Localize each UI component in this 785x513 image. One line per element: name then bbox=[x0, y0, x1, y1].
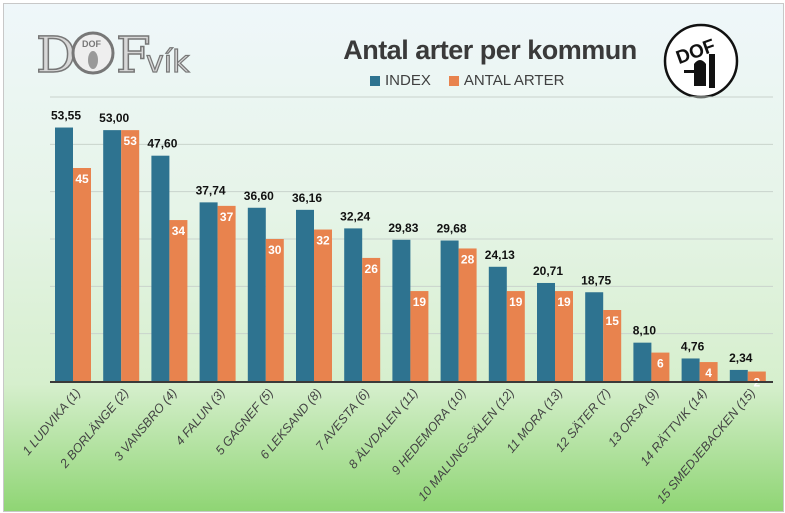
bar-index bbox=[344, 228, 363, 381]
data-label-antal: 15 bbox=[606, 314, 620, 328]
data-label-index: 47,60 bbox=[147, 137, 177, 151]
bar-antal bbox=[73, 168, 91, 381]
bar-index bbox=[440, 240, 459, 381]
data-label-antal: 19 bbox=[413, 295, 427, 309]
legend-item-antal: ANTAL ARTER bbox=[448, 72, 565, 89]
bar-antal bbox=[169, 220, 188, 381]
bar-index bbox=[633, 342, 652, 381]
data-label-antal: 19 bbox=[557, 295, 571, 309]
data-label-antal: 37 bbox=[220, 210, 234, 224]
bar-index bbox=[488, 266, 507, 381]
legend-swatch-index bbox=[370, 75, 380, 86]
bar-index bbox=[55, 127, 73, 381]
bar-index bbox=[103, 130, 122, 381]
data-label-antal: 32 bbox=[316, 234, 330, 248]
data-label-antal: 34 bbox=[172, 224, 186, 238]
data-label-index: 2,34 bbox=[729, 351, 753, 365]
data-label-antal: 53 bbox=[124, 134, 138, 148]
data-label-index: 18,75 bbox=[581, 273, 611, 287]
data-label-antal: 30 bbox=[268, 243, 282, 257]
legend-swatch-antal bbox=[448, 75, 459, 86]
bar-antal bbox=[314, 229, 332, 381]
x-tick-label: 4 FALUN (3) bbox=[173, 386, 228, 448]
bar-antal bbox=[265, 239, 284, 381]
data-label-index: 29,68 bbox=[437, 222, 467, 236]
data-label-antal: 4 bbox=[705, 366, 712, 380]
data-label-antal: 19 bbox=[509, 295, 523, 309]
bar-antal bbox=[458, 248, 477, 381]
svg-text:F: F bbox=[116, 26, 151, 81]
bar-antal bbox=[506, 291, 525, 381]
data-label-index: 29,83 bbox=[388, 221, 418, 235]
x-tick-label: 10 MALUNG-SÄLEN (12) bbox=[415, 386, 517, 504]
chart-title: Antal arter per kommun bbox=[343, 35, 637, 65]
data-label-antal: 26 bbox=[365, 262, 379, 276]
data-label-index: 32,24 bbox=[340, 209, 370, 223]
bar-antal bbox=[747, 371, 766, 381]
data-label-index: 36,16 bbox=[292, 191, 322, 205]
data-label-index: 24,13 bbox=[485, 248, 515, 262]
data-label-index: 37,74 bbox=[196, 183, 226, 197]
bar-antal bbox=[410, 291, 429, 381]
bar-index bbox=[537, 282, 555, 381]
bar-index bbox=[151, 155, 170, 381]
data-label-index: 8,10 bbox=[633, 324, 657, 338]
bar-antal bbox=[121, 130, 140, 381]
legend-item-index: INDEX bbox=[370, 72, 431, 89]
bar-index bbox=[247, 207, 266, 381]
bar-index bbox=[392, 239, 411, 381]
data-label-index: 53,55 bbox=[51, 109, 81, 123]
bar-index bbox=[585, 292, 604, 381]
bar-antal bbox=[699, 362, 718, 381]
legend-label-index: INDEX bbox=[385, 72, 431, 89]
data-label-antal: 6 bbox=[657, 357, 664, 371]
x-tick-label: 15 SMEDJEBACKEN (15) bbox=[654, 386, 758, 506]
data-label-antal: 28 bbox=[461, 252, 475, 266]
bar-antal bbox=[362, 257, 381, 381]
data-label-index: 4,76 bbox=[681, 339, 705, 353]
bar-antal bbox=[217, 205, 236, 381]
bar-index bbox=[729, 369, 748, 381]
dofvik-logo: D DOF F vík bbox=[36, 26, 191, 81]
bar-antal bbox=[603, 310, 622, 381]
chart-legend: INDEX ANTAL ARTER bbox=[370, 72, 564, 89]
bar-antal bbox=[651, 352, 670, 381]
svg-text:D: D bbox=[36, 26, 76, 81]
legend-label-antal: ANTAL ARTER bbox=[463, 72, 565, 89]
bar-index bbox=[296, 209, 314, 381]
data-label-index: 53,00 bbox=[99, 111, 129, 125]
bar-index bbox=[199, 202, 218, 381]
svg-text:DOF: DOF bbox=[82, 39, 102, 49]
bar-index bbox=[681, 358, 700, 381]
data-label-index: 20,71 bbox=[533, 264, 563, 278]
data-label-index: 36,60 bbox=[244, 189, 274, 203]
svg-text:vík: vík bbox=[146, 45, 190, 80]
bar-antal bbox=[555, 291, 573, 381]
data-label-antal: 45 bbox=[75, 172, 89, 186]
